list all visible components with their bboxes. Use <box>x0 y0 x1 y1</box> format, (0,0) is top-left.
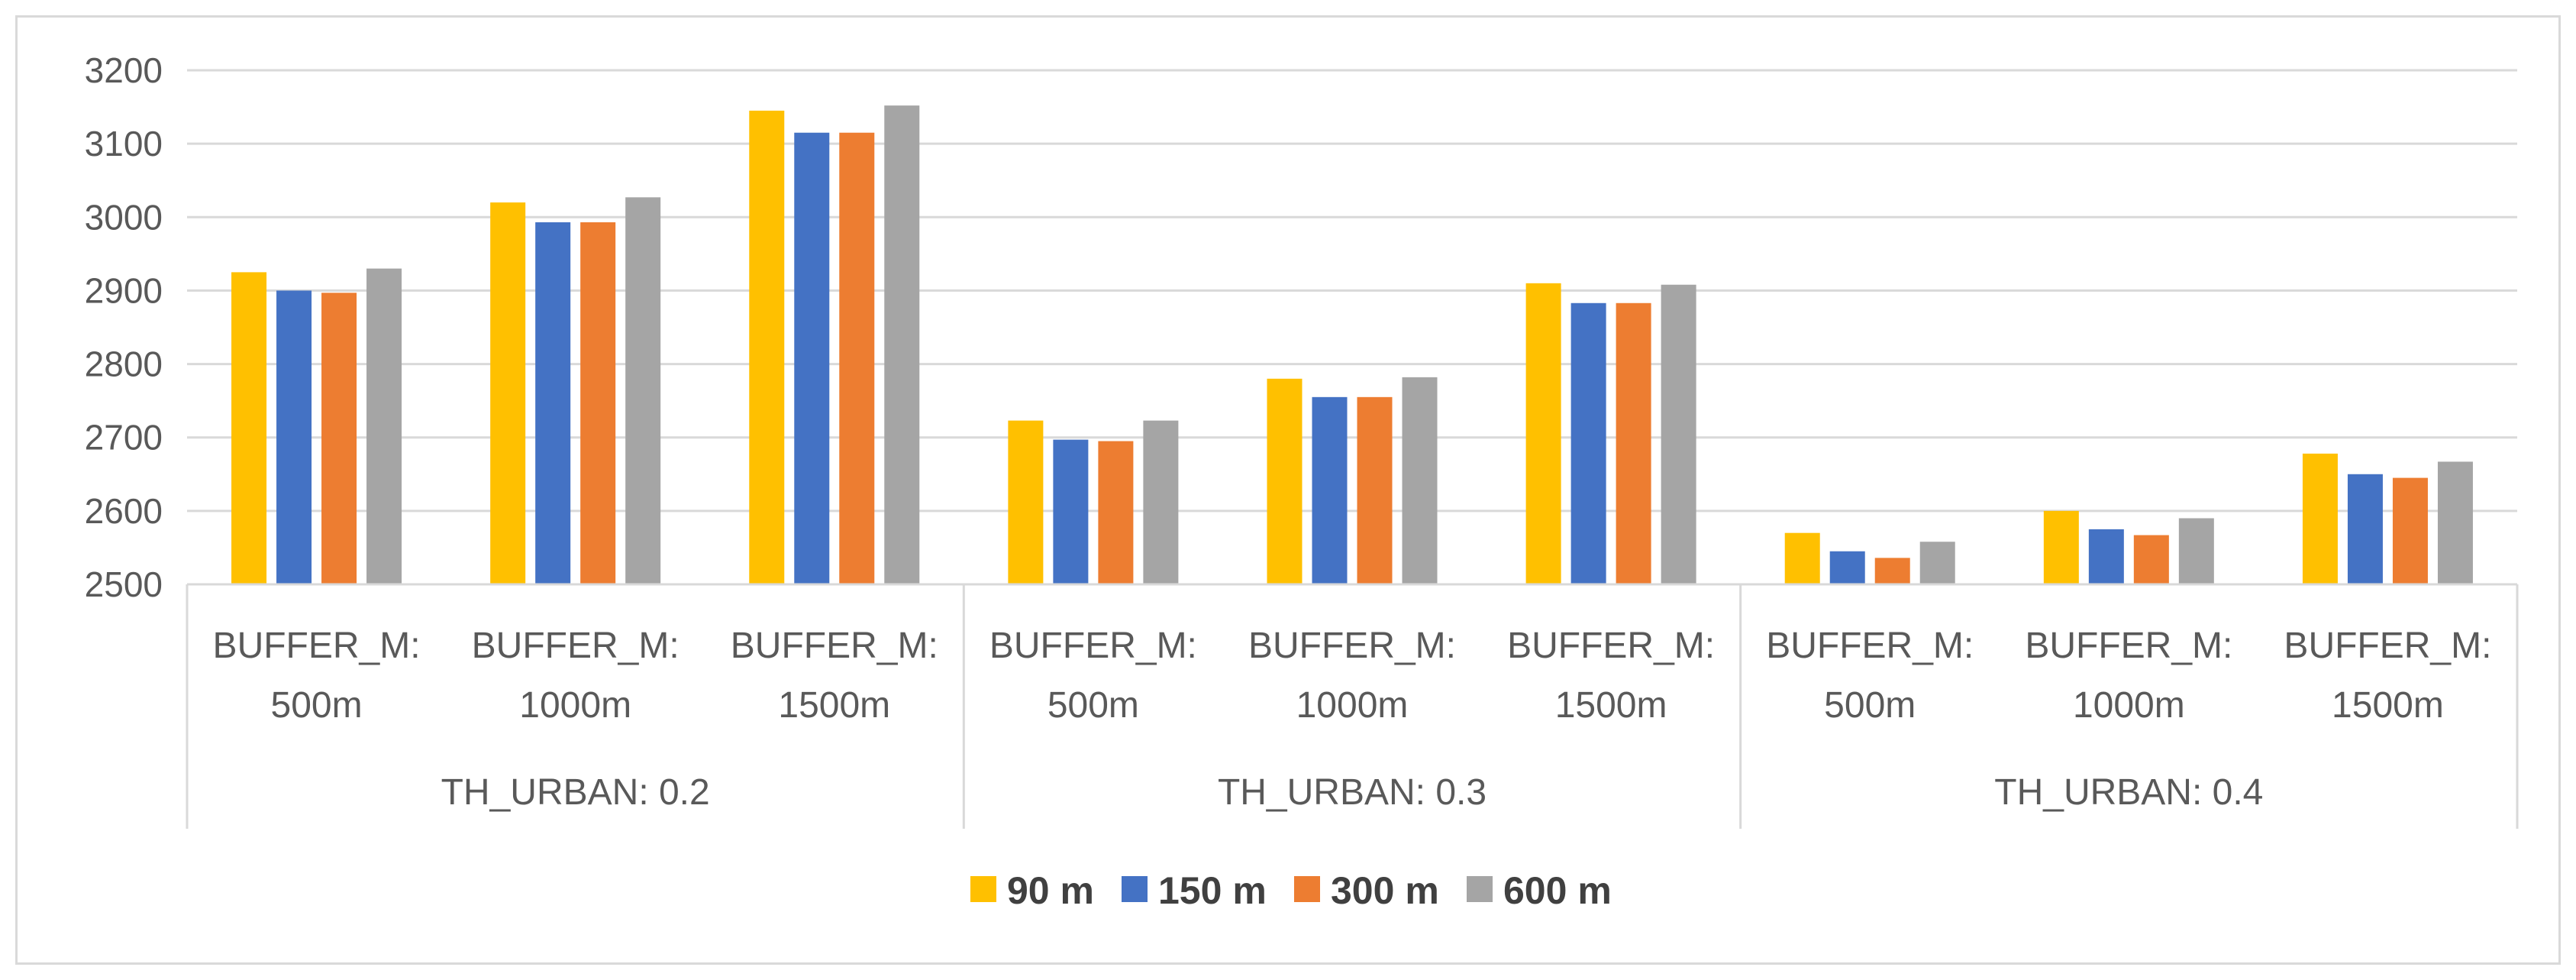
bar-300m-3 <box>839 132 875 584</box>
category-label-line1: BUFFER_M: <box>213 626 421 666</box>
bar-300m-7 <box>1874 558 1910 584</box>
bar-90m-4 <box>1008 420 1044 584</box>
category-label-line1: BUFFER_M: <box>731 626 938 666</box>
legend-swatch-600m <box>1467 876 1493 902</box>
chart-frame: 2500 2600 2700 2800 2900 3000 3100 3200 BUFFER_… <box>15 15 2561 965</box>
category-label-line2: 1500m <box>2332 685 2444 726</box>
y-tick-label: 3000 <box>85 197 163 237</box>
bar-600m-1 <box>366 268 402 584</box>
legend-label: 600 m <box>1503 869 1612 912</box>
bar-90m-2 <box>490 202 526 584</box>
bar-90m-3 <box>749 110 785 585</box>
bar-300m-4 <box>1098 441 1134 584</box>
category-label-line1: BUFFER_M: <box>472 626 680 666</box>
grouped-bar-chart: 2500 2600 2700 2800 2900 3000 3100 3200 BUFFER_… <box>85 50 2519 912</box>
legend-swatch-150m <box>1122 876 1148 902</box>
bar-300m-5 <box>1357 396 1393 584</box>
bar-90m-1 <box>231 272 267 584</box>
bar-600m-6 <box>1661 284 1696 584</box>
bars <box>231 105 2473 585</box>
group-label: TH_URBAN: 0.3 <box>1218 772 1487 813</box>
bar-300m-8 <box>2133 535 2169 584</box>
legend-label: 90 m <box>1007 869 1094 912</box>
bar-300m-1 <box>321 293 357 584</box>
bar-150m-4 <box>1053 439 1089 584</box>
y-tick-label: 2800 <box>85 344 163 384</box>
bar-300m-9 <box>2392 477 2428 584</box>
y-axis-tick-labels: 2500 2600 2700 2800 2900 3000 3100 3200 <box>85 50 163 604</box>
category-label-line2: 1000m <box>2073 685 2185 726</box>
category-label-line2: 1500m <box>1555 685 1667 726</box>
bar-150m-9 <box>2347 474 2383 584</box>
legend-label: 300 m <box>1331 869 1439 912</box>
bar-600m-7 <box>1919 542 1955 584</box>
bar-600m-3 <box>884 105 920 585</box>
y-tick-label: 2500 <box>85 564 163 604</box>
bar-150m-8 <box>2088 529 2124 584</box>
category-label-line2: 500m <box>1048 685 1139 726</box>
y-tick-label: 2700 <box>85 418 163 458</box>
category-label-line1: BUFFER_M: <box>2284 626 2491 666</box>
bar-150m-2 <box>535 222 571 584</box>
legend: 90 m 150 m 300 m 600 m <box>970 869 1612 912</box>
category-label-line1: BUFFER_M: <box>2025 626 2232 666</box>
category-label-line1: BUFFER_M: <box>1766 626 1974 666</box>
gridlines <box>187 69 2517 513</box>
bar-600m-4 <box>1143 420 1179 584</box>
bar-600m-2 <box>625 197 661 584</box>
bar-300m-6 <box>1616 302 1651 584</box>
legend-swatch-90m <box>970 876 996 902</box>
group-label: TH_URBAN: 0.4 <box>1994 772 2263 813</box>
group-label: TH_URBAN: 0.2 <box>441 772 710 813</box>
bar-90m-6 <box>1525 283 1561 584</box>
legend-swatch-300m <box>1294 876 1320 902</box>
category-label-line1: BUFFER_M: <box>989 626 1197 666</box>
bar-150m-7 <box>1829 551 1865 584</box>
category-label-line1: BUFFER_M: <box>1248 626 1456 666</box>
y-tick-label: 2900 <box>85 270 163 310</box>
bar-150m-1 <box>276 290 312 584</box>
category-label-line1: BUFFER_M: <box>1507 626 1715 666</box>
bar-600m-8 <box>2178 518 2214 584</box>
category-label-line2: 500m <box>1824 685 1916 726</box>
bar-90m-8 <box>2043 510 2079 584</box>
bar-90m-7 <box>1784 532 1820 584</box>
bar-300m-2 <box>580 222 616 584</box>
category-label-line2: 500m <box>271 685 363 726</box>
category-label-line2: 1000m <box>519 685 631 726</box>
category-label-line2: 1500m <box>778 685 890 726</box>
bar-150m-3 <box>794 132 830 584</box>
x-axis: BUFFER_M: 500m BUFFER_M: 1000m BUFFER_M: 1500… <box>186 583 2519 829</box>
y-tick-label: 2600 <box>85 491 163 531</box>
category-label-line2: 1000m <box>1296 685 1409 726</box>
legend-label: 150 m <box>1158 869 1267 912</box>
bar-90m-9 <box>2302 453 2338 584</box>
y-tick-label: 3200 <box>85 50 163 90</box>
bar-600m-5 <box>1402 377 1438 584</box>
y-tick-label: 3100 <box>85 124 163 163</box>
bar-90m-5 <box>1267 378 1303 584</box>
bar-150m-5 <box>1312 396 1348 584</box>
bar-150m-6 <box>1570 302 1606 584</box>
bar-600m-9 <box>2437 461 2473 584</box>
